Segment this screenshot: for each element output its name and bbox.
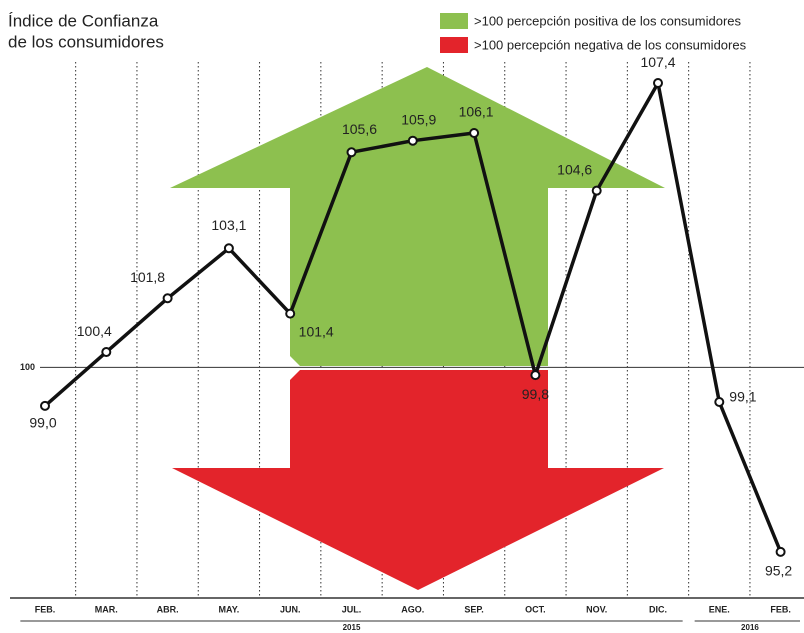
x-tick-label: AGO. <box>401 604 424 614</box>
data-point <box>286 310 294 318</box>
x-tick-label: ABR. <box>157 604 179 614</box>
x-tick-label: JUN. <box>280 604 301 614</box>
y-tick-label: 100 <box>20 362 35 372</box>
year-label: 2016 <box>741 623 759 632</box>
legend-label: >100 percepción negativa de los consumid… <box>474 37 747 52</box>
chart-subtitle: de los consumidores <box>8 32 164 51</box>
chart-title: Índice de Confianza <box>8 11 159 30</box>
value-label: 101,8 <box>130 269 165 285</box>
data-point <box>41 402 49 410</box>
legend-swatch <box>440 13 468 29</box>
data-point <box>409 137 417 145</box>
value-label: 105,9 <box>401 111 436 127</box>
data-point <box>715 398 723 406</box>
value-label: 103,1 <box>211 217 246 233</box>
x-tick-label: OCT. <box>525 604 546 614</box>
down-arrow <box>172 370 664 590</box>
x-tick-label: FEB. <box>770 604 791 614</box>
x-tick-label: MAY. <box>219 604 240 614</box>
value-label: 106,1 <box>459 104 494 120</box>
x-tick-label: SEP. <box>464 604 483 614</box>
data-point <box>164 294 172 302</box>
x-tick-label: JUL. <box>342 604 362 614</box>
value-label: 105,6 <box>342 121 377 137</box>
value-label: 99,8 <box>522 386 549 402</box>
value-label: 95,2 <box>765 563 792 579</box>
x-tick-label: FEB. <box>35 604 56 614</box>
value-label: 101,4 <box>299 323 334 339</box>
chart: Índice de Confianza de los consumidores … <box>0 0 804 633</box>
legend-label: >100 percepción positiva de los consumid… <box>474 13 742 28</box>
data-point <box>348 148 356 156</box>
data-point <box>531 371 539 379</box>
data-point <box>470 129 478 137</box>
legend-swatch <box>440 37 468 53</box>
value-label: 99,1 <box>729 389 756 405</box>
data-point <box>777 548 785 556</box>
x-tick-label: MAR. <box>95 604 118 614</box>
value-label: 99,0 <box>29 415 56 431</box>
value-label: 100,4 <box>77 323 112 339</box>
x-tick-label: DIC. <box>649 604 667 614</box>
data-point <box>102 348 110 356</box>
x-tick-label: ENE. <box>709 604 730 614</box>
data-point <box>225 244 233 252</box>
data-point <box>654 79 662 87</box>
year-label: 2015 <box>343 623 361 632</box>
data-point <box>593 187 601 195</box>
x-tick-label: NOV. <box>586 604 607 614</box>
value-label: 107,4 <box>640 54 675 70</box>
value-label: 104,6 <box>557 161 592 177</box>
